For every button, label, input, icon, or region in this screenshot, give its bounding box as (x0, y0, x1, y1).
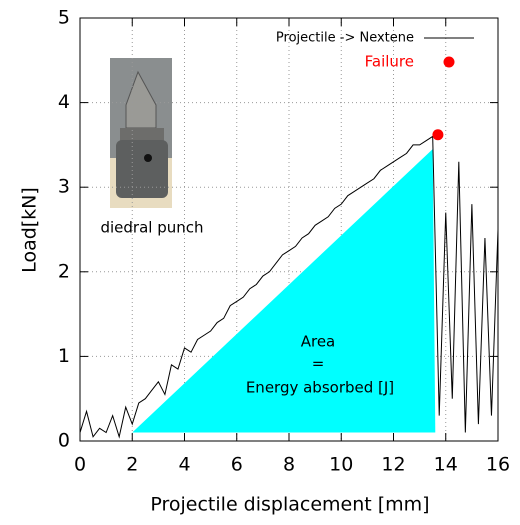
x-tick-label: 4 (178, 454, 190, 476)
legend-swatch (443, 56, 455, 68)
y-tick-label: 0 (58, 430, 70, 452)
annotation: Energy absorbed [J] (246, 379, 394, 397)
y-axis-label: Load[kN] (19, 187, 41, 273)
x-tick-label: 16 (486, 454, 510, 476)
legend-label: Projectile -> Nextene (276, 31, 414, 46)
x-tick-label: 6 (231, 454, 243, 476)
series-line (79, 135, 499, 439)
punch-photo (110, 58, 172, 208)
annotation: = (312, 355, 325, 373)
punch-collar (120, 128, 164, 142)
x-tick-label: 10 (329, 454, 353, 476)
plot-frame (79, 17, 499, 442)
x-tick-label: 0 (74, 454, 86, 476)
y-tick-label: 1 (58, 345, 70, 367)
punch-hole (144, 154, 152, 162)
punch-body (116, 140, 168, 198)
y-tick-label: 4 (58, 91, 70, 113)
annotation: diedral punch (100, 219, 203, 237)
failure-point (432, 129, 444, 141)
energy-area (132, 149, 436, 433)
x-tick-label: 2 (126, 454, 138, 476)
legend-label: Failure (365, 53, 414, 71)
x-tick-label: 14 (434, 454, 458, 476)
y-tick-label: 5 (58, 7, 70, 29)
x-axis-label: Projectile displacement [mm] (150, 494, 429, 516)
y-tick-label: 2 (58, 260, 70, 282)
y-tick-label: 3 (58, 176, 70, 198)
x-tick-label: 12 (381, 454, 405, 476)
x-tick-label: 8 (283, 454, 295, 476)
punch-tip (125, 70, 157, 129)
annotation: Area (301, 333, 336, 351)
